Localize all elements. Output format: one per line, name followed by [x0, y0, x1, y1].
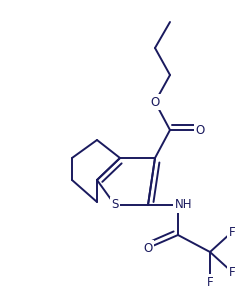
Text: O: O [194, 123, 204, 137]
Text: F: F [206, 275, 212, 289]
Text: O: O [150, 95, 159, 108]
Text: NH: NH [174, 199, 192, 212]
Text: F: F [228, 226, 234, 239]
Text: S: S [111, 199, 118, 212]
Text: O: O [143, 242, 152, 255]
Text: F: F [228, 266, 234, 278]
